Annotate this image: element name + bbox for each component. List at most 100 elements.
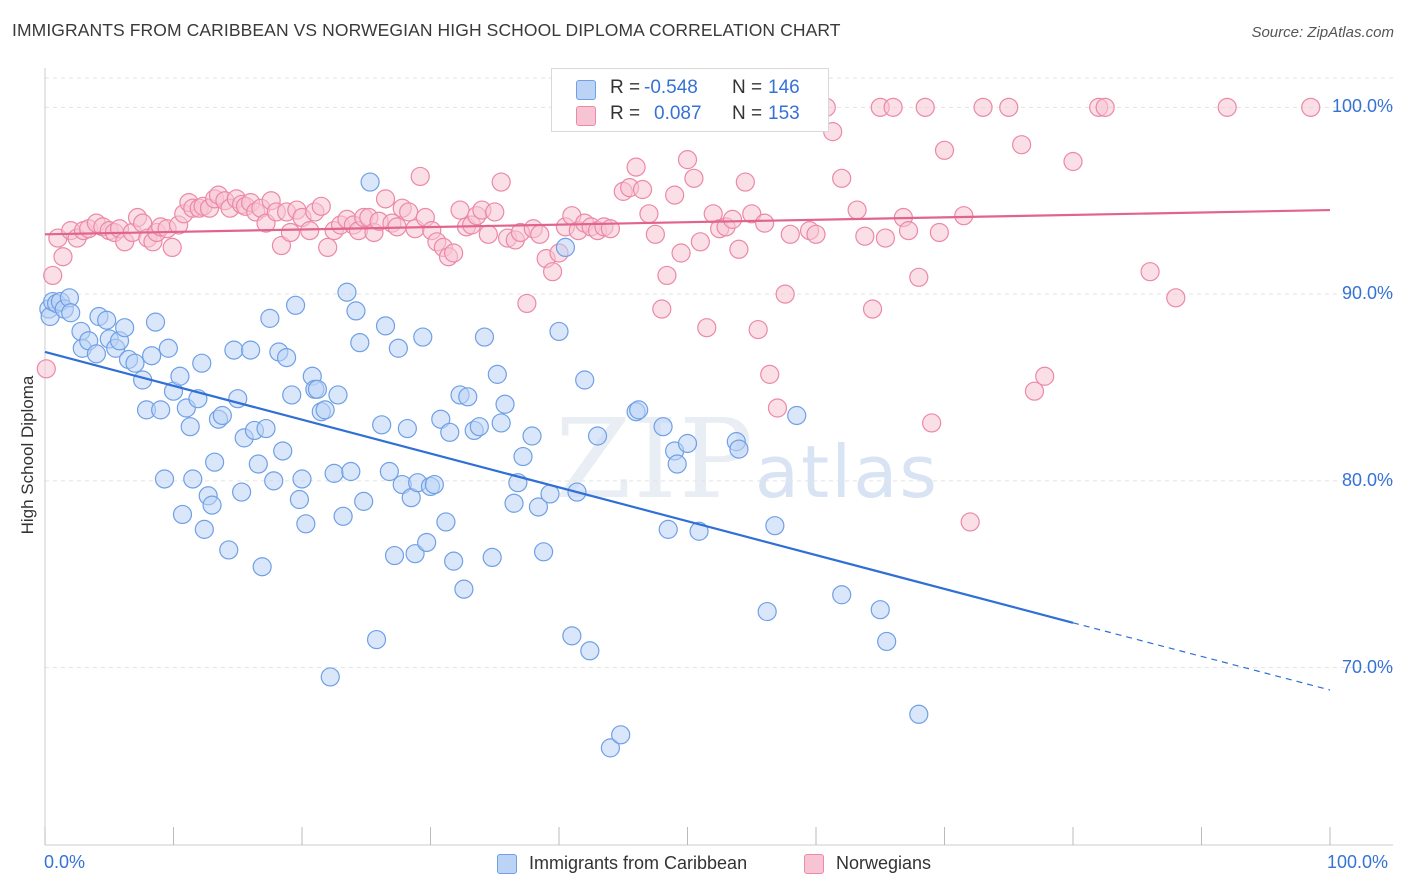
data-point <box>458 387 478 407</box>
data-point <box>632 179 653 200</box>
data-point <box>517 293 537 314</box>
data-point <box>417 532 437 553</box>
legend-n-value-blue: 146 <box>768 77 800 98</box>
data-point <box>97 310 117 330</box>
data-point <box>271 235 292 256</box>
legend-label-norwegians: Norwegians <box>836 853 932 873</box>
data-point <box>413 327 433 347</box>
data-point <box>454 579 474 599</box>
data-point <box>142 346 162 366</box>
data-point <box>444 243 464 263</box>
data-point <box>645 224 665 244</box>
data-point <box>341 461 361 482</box>
caribbean-trend-extension <box>1072 622 1331 691</box>
data-point <box>909 267 929 287</box>
data-point <box>273 441 293 461</box>
data-point <box>677 150 698 170</box>
data-point <box>787 405 807 426</box>
data-point <box>760 364 780 384</box>
watermark-zip: ZIP <box>555 395 755 523</box>
data-point <box>212 405 232 426</box>
data-point <box>877 631 897 652</box>
caribbean-trend-line <box>44 350 1074 624</box>
caribbean-points <box>39 172 929 758</box>
data-point <box>241 340 261 360</box>
data-point <box>372 415 392 435</box>
data-point <box>522 426 542 446</box>
data-point <box>1063 151 1083 172</box>
legend-n-label: N = <box>732 77 763 98</box>
legend-r-label: R = <box>610 77 641 98</box>
data-point <box>307 379 328 399</box>
data-point <box>289 489 310 510</box>
legend-n-value-pink: 153 <box>768 103 800 124</box>
data-point <box>973 97 993 117</box>
data-point <box>170 366 190 386</box>
data-point <box>855 226 875 246</box>
data-point <box>862 299 883 319</box>
x-tick-label-min: 0.0% <box>44 852 86 872</box>
data-point <box>729 439 749 459</box>
data-point <box>915 97 935 117</box>
legend-swatch-pink <box>576 106 596 126</box>
data-point <box>399 202 419 222</box>
data-point <box>180 417 200 437</box>
data-point <box>202 495 222 515</box>
data-point <box>337 282 357 302</box>
data-point <box>379 461 399 482</box>
data-point <box>735 172 755 192</box>
data-point <box>405 544 425 564</box>
data-point <box>629 400 649 420</box>
data-point <box>276 347 297 368</box>
chart-title: IMMIGRANTS FROM CARIBBEAN VS NORWEGIAN H… <box>12 20 841 40</box>
data-point <box>555 237 576 258</box>
data-point <box>667 454 687 474</box>
data-point <box>450 200 470 220</box>
data-point <box>224 340 244 360</box>
data-point <box>264 471 284 491</box>
data-point <box>665 185 685 205</box>
data-point <box>504 493 524 513</box>
data-point <box>260 308 280 328</box>
y-tick-label: 80.0% <box>1341 469 1393 490</box>
data-point <box>482 547 502 568</box>
data-point <box>626 157 646 177</box>
data-point <box>491 172 511 192</box>
data-point <box>528 497 549 517</box>
data-point <box>232 482 252 502</box>
source-label: Source: ZipAtlas.com <box>1251 24 1394 41</box>
data-point <box>754 213 775 233</box>
data-point <box>1024 381 1045 401</box>
data-point <box>354 491 374 511</box>
data-point <box>690 232 710 252</box>
data-point <box>154 469 175 489</box>
data-point <box>61 303 81 323</box>
gridlines <box>45 77 1393 669</box>
data-point <box>444 551 464 571</box>
data-point <box>847 200 867 220</box>
norwegians-trend-line <box>44 208 1331 236</box>
data-point <box>397 418 417 439</box>
data-point <box>151 400 171 420</box>
data-point <box>677 433 698 454</box>
data-point <box>832 585 852 605</box>
data-point <box>410 166 430 187</box>
data-point <box>898 221 919 241</box>
data-point <box>600 219 621 239</box>
data-point <box>478 224 498 244</box>
legend-row-caribbean: R = -0.548 N = 146 <box>552 76 828 102</box>
data-point <box>922 413 942 433</box>
data-point <box>311 196 331 216</box>
data-point <box>280 222 301 243</box>
y-tick-label: 90.0% <box>1341 283 1393 304</box>
data-point <box>533 542 554 562</box>
data-point <box>474 327 495 347</box>
data-point <box>333 506 353 526</box>
norwegians-points <box>36 97 1321 532</box>
data-point <box>657 265 677 286</box>
data-point <box>350 333 370 353</box>
data-point <box>652 299 672 319</box>
data-point <box>192 353 212 373</box>
legend-swatch-blue <box>576 80 596 100</box>
data-point <box>653 417 673 437</box>
